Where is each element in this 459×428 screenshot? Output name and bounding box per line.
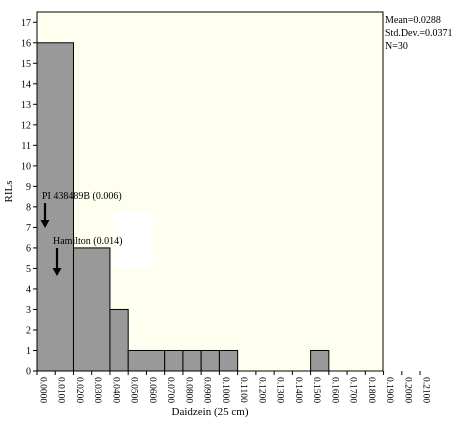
x-tick-label: 0.0500 <box>129 377 139 403</box>
x-tick-label: 0.1000 <box>220 377 230 403</box>
y-tick-label: 1 <box>26 346 31 357</box>
x-tick-label: 0.1100 <box>238 377 248 403</box>
y-tick-label: 16 <box>21 38 31 49</box>
x-tick-label: 0.0100 <box>56 377 66 403</box>
x-tick-label: 0.0400 <box>110 377 120 403</box>
y-tick-label: 4 <box>26 284 31 295</box>
y-tick-label: 15 <box>21 59 31 70</box>
y-tick-label: 0 <box>26 367 31 378</box>
annotation-arrow-head <box>40 220 50 228</box>
x-axis-label: Daidzein (25 cm) <box>172 406 249 418</box>
x-tick-label: 0.1800 <box>366 377 376 403</box>
x-tick-label: 0.2000 <box>402 377 412 403</box>
histogram-bar <box>127 349 166 372</box>
x-tick-label: 0.1300 <box>275 377 285 403</box>
histogram-bar <box>109 308 129 372</box>
y-tick-label: 9 <box>26 182 31 193</box>
histogram-bar <box>200 349 220 372</box>
x-tick-label: 0.0000 <box>38 377 48 403</box>
y-tick-label: 6 <box>26 243 31 254</box>
annotation-box-background <box>113 212 153 267</box>
x-tick-label: 0.0700 <box>165 377 175 403</box>
x-tick-label: 0.0600 <box>147 377 157 403</box>
histogram-bar <box>72 247 111 372</box>
y-tick-label: 17 <box>21 18 31 29</box>
x-tick-label: 0.0800 <box>183 377 193 403</box>
y-tick-label: 5 <box>26 264 31 275</box>
x-tick-label: 0.1900 <box>384 377 394 403</box>
n-stat: N=30 <box>385 41 408 52</box>
x-tick-label: 0.2100 <box>421 377 431 403</box>
x-tick-label: 0.1200 <box>256 377 266 403</box>
annotation-arrow-head <box>52 268 62 276</box>
x-tick-label: 0.0900 <box>202 377 212 403</box>
histogram-bar <box>310 349 330 372</box>
x-tick-label: 0.1500 <box>311 377 321 403</box>
y-tick-label: 10 <box>21 161 31 172</box>
histogram-bar <box>36 42 74 372</box>
x-tick-label: 0.1600 <box>329 377 339 403</box>
annotation-label: PI 438489B (0.006) <box>42 191 122 202</box>
histogram-bar <box>182 349 202 372</box>
mean-stat: Mean=0.0288 <box>385 15 441 26</box>
y-tick-label: 2 <box>26 325 31 336</box>
y-tick-label: 8 <box>26 202 31 213</box>
std-dev-stat: Std.Dev.=0.0371 <box>385 28 453 39</box>
y-axis-label: RILs <box>3 181 15 203</box>
y-tick-label: 3 <box>26 305 31 316</box>
x-tick-label: 0.1700 <box>348 377 358 403</box>
histogram-bar <box>164 349 184 372</box>
summary-statistics: Mean=0.0288 Std.Dev.=0.0371 N=30 <box>385 14 453 53</box>
x-tick-label: 0.0200 <box>74 377 84 403</box>
y-tick-label: 12 <box>21 120 31 131</box>
y-tick-label: 14 <box>21 79 31 90</box>
x-tick-label: 0.0300 <box>92 377 102 403</box>
histogram-bar <box>218 349 239 372</box>
y-tick-label: 7 <box>26 223 31 234</box>
y-tick-label: 11 <box>21 141 31 152</box>
x-tick-label: 0.1400 <box>293 377 303 403</box>
y-tick-label: 13 <box>21 100 31 111</box>
annotation-label: Hamilton (0.014) <box>53 236 122 247</box>
